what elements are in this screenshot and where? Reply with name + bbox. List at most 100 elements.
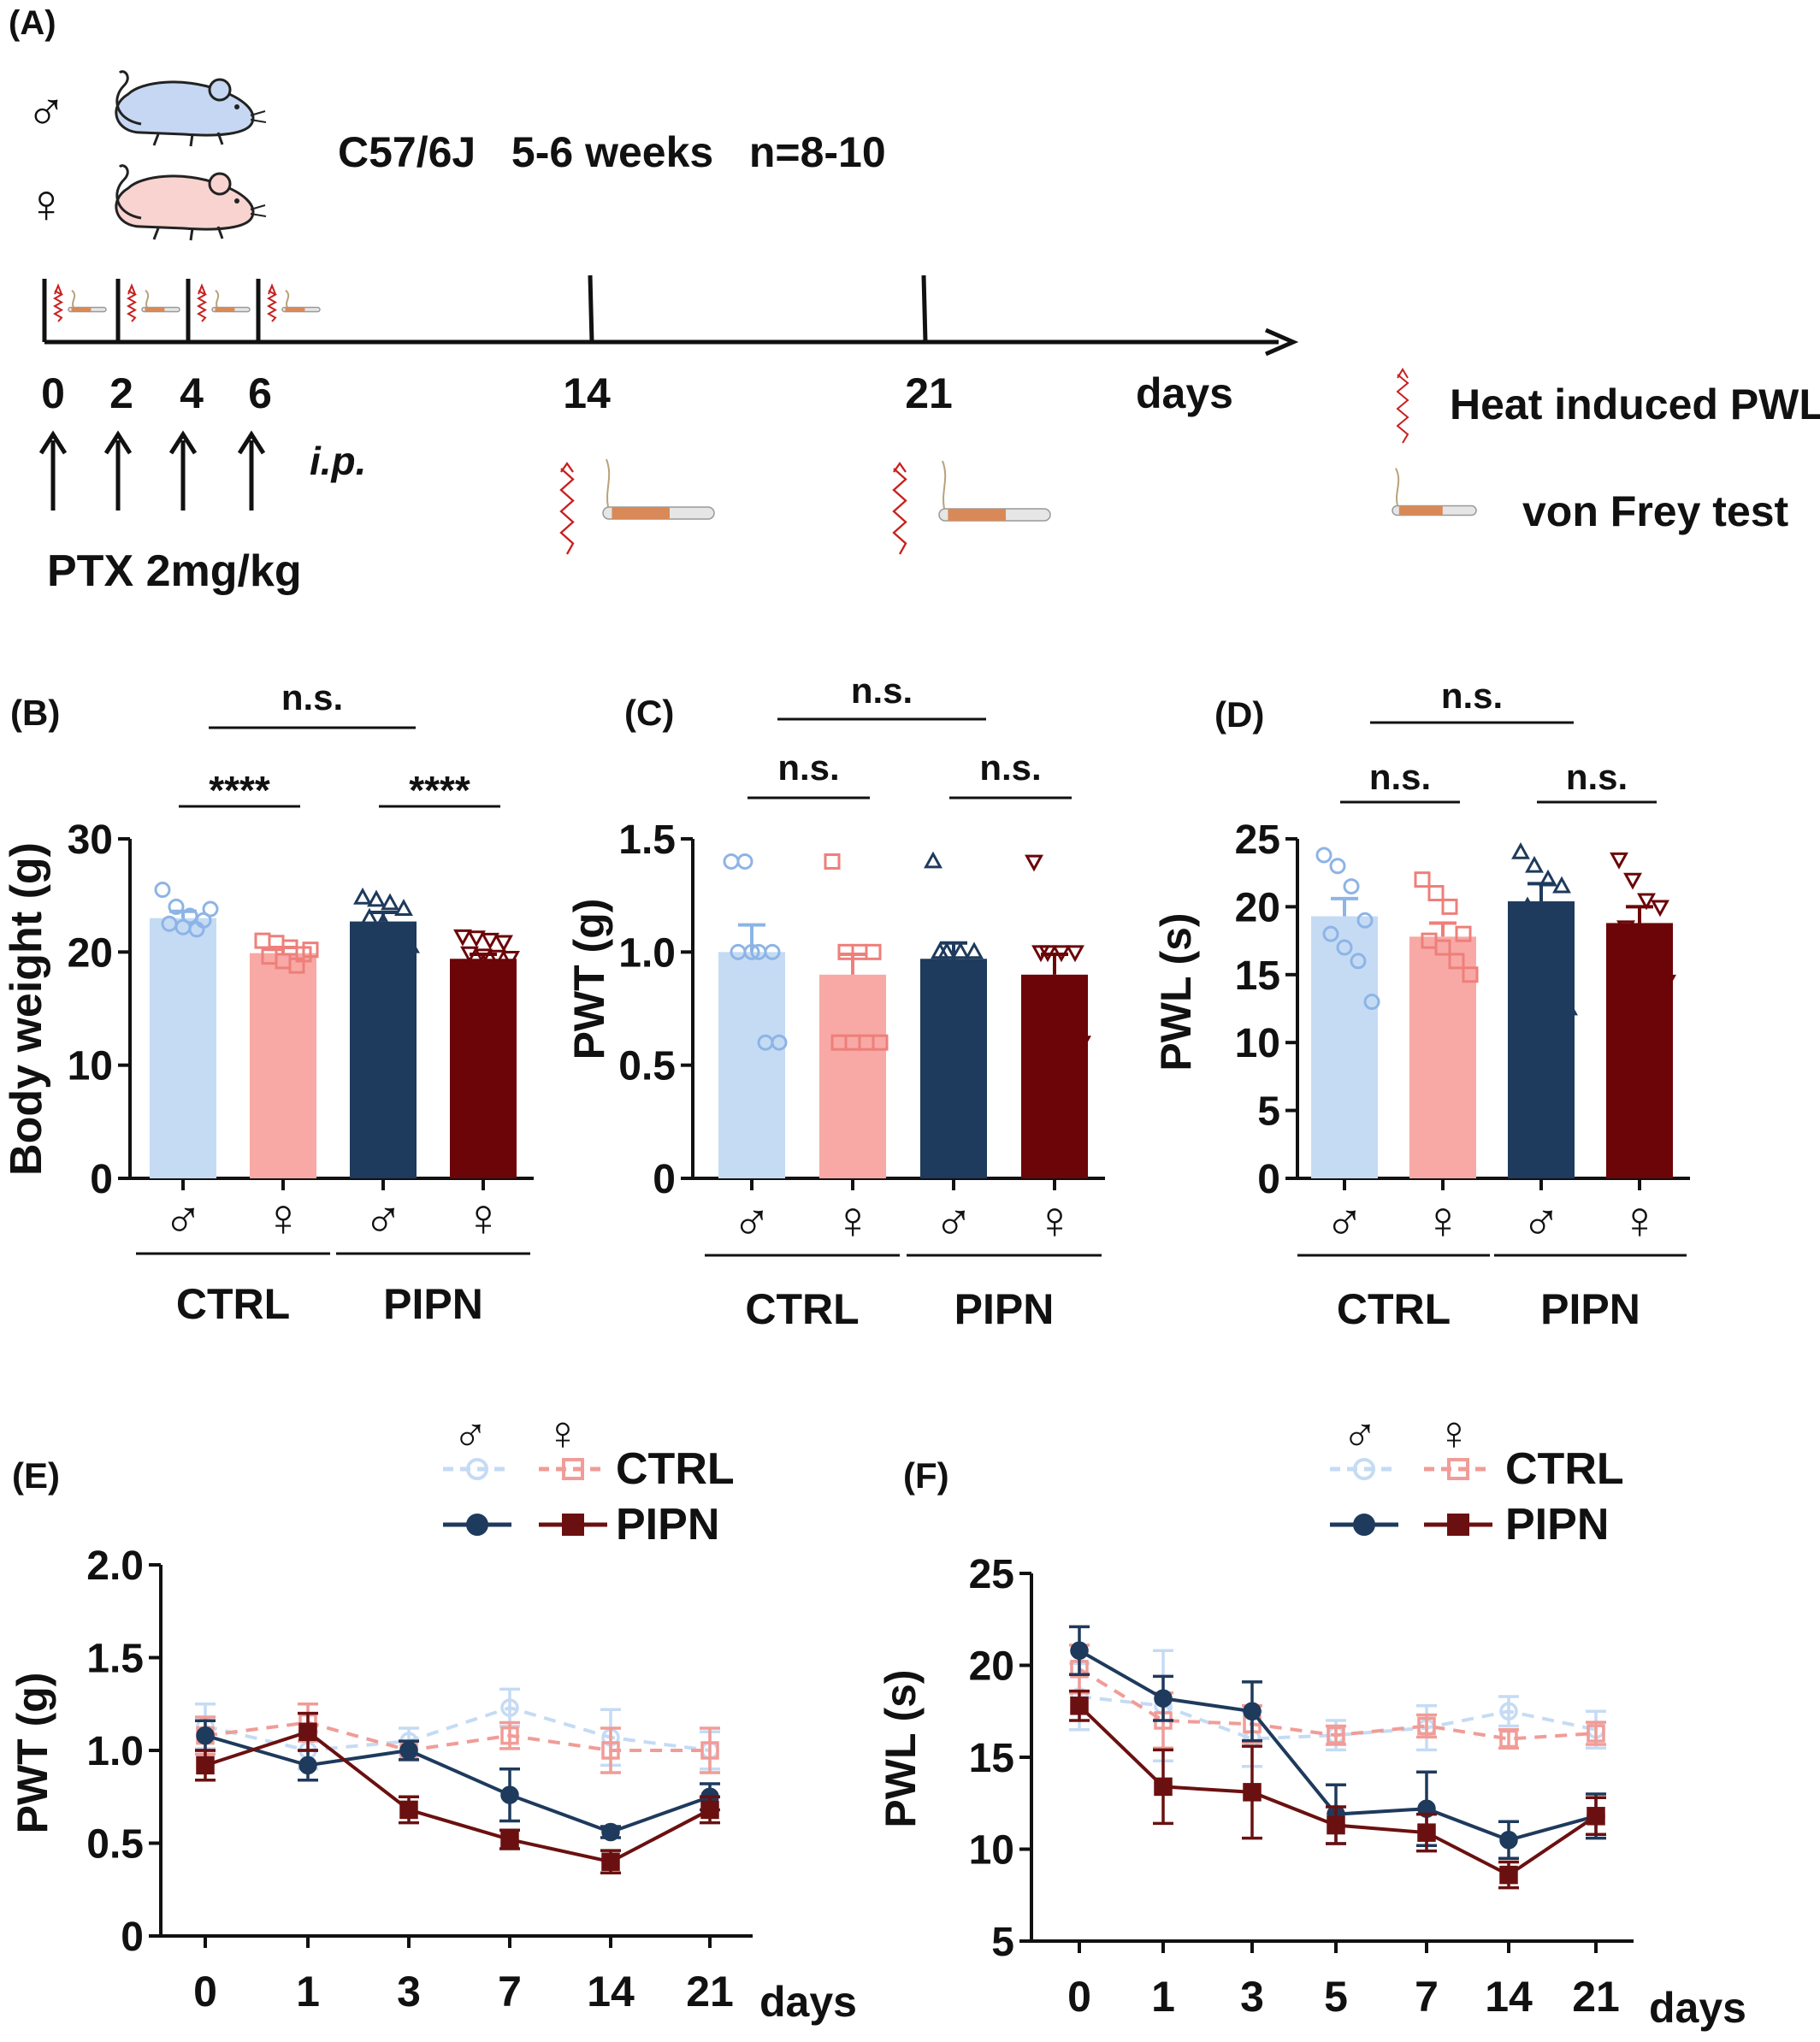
significance-label: n.s. (281, 677, 343, 717)
data-point (1336, 939, 1353, 956)
data-point (501, 951, 520, 968)
y-axis-label: PWT (g) (9, 1673, 56, 1834)
data-point (500, 1785, 519, 1804)
von-frey-filament-icon-grip (612, 507, 670, 519)
data-point (387, 934, 406, 951)
data-point (865, 943, 882, 960)
legend: ♂ ♀ CTRL PIPN (443, 1406, 735, 1549)
x-sex-label: ♀ (1423, 1191, 1463, 1250)
y-tick-label: 10 (1235, 1021, 1280, 1066)
data-point (474, 948, 493, 966)
injection-arrows (38, 430, 266, 510)
data-point (488, 949, 506, 967)
data-point (1623, 872, 1642, 890)
bar (350, 921, 417, 1178)
group-label: PIPN (954, 1285, 1055, 1333)
data-point (700, 1800, 719, 1820)
bar-panels: (B) 0 10 20 30 Body weight (g) ♂ ♀ ♂ ♀ CTRL PIPN ***… (2, 670, 1690, 1333)
legend-heat-squiggle-icon (1396, 374, 1409, 444)
data-point (736, 853, 753, 870)
data-point (771, 1034, 788, 1051)
female-symbol: ♀ (26, 173, 67, 234)
data-point (1651, 900, 1669, 918)
legend-male-symbol: ♂ (1342, 1406, 1378, 1460)
x-tick-label: 3 (1240, 1973, 1264, 2021)
bar (1508, 901, 1575, 1178)
data-point (1072, 1036, 1091, 1053)
x-tick-label: 5 (1324, 1973, 1348, 2021)
mini-heat-squiggle-icon-tip (54, 283, 62, 295)
timeline-day-0: 0 (41, 369, 65, 417)
mini-von-frey-icon-hair (215, 289, 220, 308)
data-point (1644, 947, 1663, 965)
data-point (851, 943, 868, 960)
data-point (1587, 1807, 1605, 1826)
timeline-tick-21 (921, 274, 928, 343)
x-tick-label: 7 (498, 1968, 522, 2015)
significance-label: **** (209, 768, 270, 812)
y-tick-label: 1.0 (618, 930, 676, 976)
data-point (872, 1034, 889, 1051)
mini-von-frey-icon-hair (71, 289, 76, 308)
data-point (467, 930, 486, 948)
data-point (298, 1756, 317, 1775)
mini-heat-squiggle-icon (266, 290, 278, 322)
data-point (931, 941, 949, 959)
y-tick-label: 10 (969, 1828, 1014, 1874)
panel-label: (C) (624, 693, 674, 733)
data-point (1587, 1724, 1605, 1743)
data-point (1462, 966, 1479, 983)
mini-heat-squiggle-icon-tip (127, 283, 136, 295)
y-axis-label: PWL (s) (877, 1669, 925, 1827)
y-tick-label: 0.5 (618, 1044, 676, 1089)
group-label: PIPN (383, 1280, 483, 1328)
data-point (1322, 925, 1339, 942)
legend-marker-sample (466, 1514, 488, 1536)
group-label: CTRL (745, 1285, 859, 1333)
bar-chart-panel-d: (D) 0 5 10 15 20 25 PWL (s) ♂ ♀ ♂ ♀ CTRL PIPN n.s. n.s.… (1152, 676, 1690, 1333)
significance-label: n.s. (1441, 676, 1503, 716)
significance-label: n.s. (1566, 757, 1628, 797)
dose-label: PTX 2mg/kg (47, 546, 302, 596)
data-point (500, 1698, 519, 1717)
data-point (1552, 876, 1571, 894)
data-point (181, 907, 198, 924)
significance-label: n.s. (851, 670, 913, 711)
bar (1021, 974, 1088, 1178)
y-tick-label: 15 (969, 1736, 1014, 1781)
series-line (204, 1720, 710, 1753)
series-pipn-female (195, 1711, 720, 1874)
y-tick-label: 1.5 (618, 817, 676, 863)
data-point (500, 1830, 519, 1849)
mini-von-frey-icon (281, 289, 321, 313)
y-tick-label: 0 (653, 1157, 676, 1202)
data-point (494, 935, 513, 953)
y-tick-label: 25 (969, 1552, 1014, 1597)
data-point (367, 889, 386, 907)
route-label: i.p. (310, 439, 366, 483)
mini-heat-squiggle-icon (196, 290, 208, 322)
timeline-day-14: 14 (563, 369, 611, 417)
x-sex-label: ♀ (833, 1191, 873, 1250)
von-frey-filament-icon-hair (942, 460, 947, 510)
timeline-day-21: 21 (905, 369, 953, 417)
data-point (288, 957, 305, 974)
legend-male-symbol: ♂ (452, 1406, 488, 1460)
data-point (1045, 1036, 1064, 1053)
data-point (374, 912, 393, 930)
series-line (204, 1733, 711, 1834)
data-point (1066, 945, 1084, 963)
data-point (1658, 974, 1676, 992)
y-tick-label: 20 (969, 1644, 1014, 1690)
data-point (1417, 1716, 1436, 1736)
y-tick-label: 2.0 (86, 1543, 144, 1589)
y-tick-label: 10 (68, 1044, 113, 1089)
data-point (1499, 1729, 1518, 1749)
male-mouse-icon (115, 70, 267, 147)
injection-arrow-head (38, 430, 68, 455)
data-point (381, 893, 399, 911)
legend-row-label: CTRL (616, 1444, 735, 1494)
data-point (1414, 871, 1431, 888)
timeline-days-label: days (1136, 369, 1233, 417)
data-point (1070, 1641, 1089, 1661)
